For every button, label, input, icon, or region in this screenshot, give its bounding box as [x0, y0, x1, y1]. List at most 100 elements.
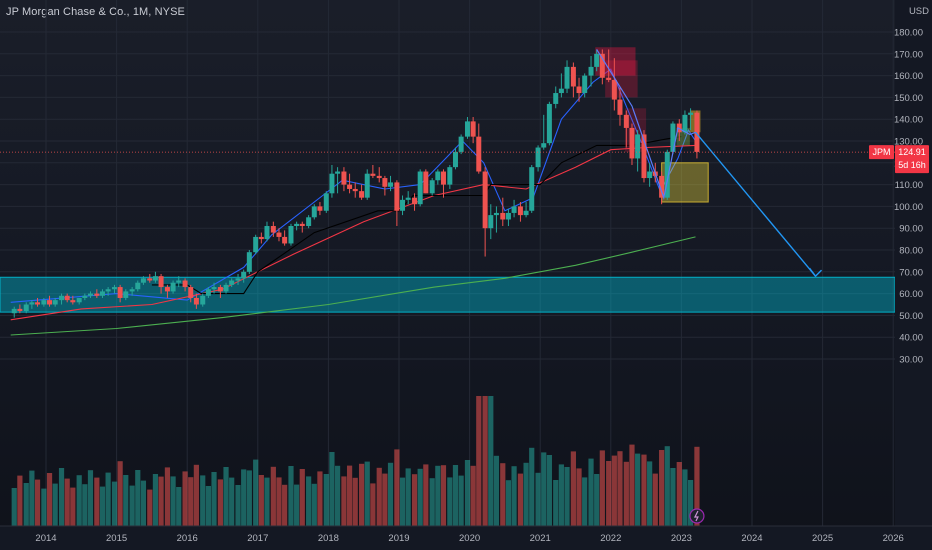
candle-body[interactable] [505, 212, 511, 220]
candle-body[interactable] [306, 217, 312, 227]
candle-body[interactable] [582, 75, 588, 94]
candle-body[interactable] [229, 280, 235, 285]
candle-body[interactable] [447, 167, 453, 185]
candle-body[interactable] [147, 278, 153, 281]
candle-body[interactable] [87, 293, 93, 296]
candle-body[interactable] [376, 175, 382, 179]
candle-body[interactable] [264, 226, 270, 240]
candle-body[interactable] [594, 53, 600, 67]
candle-body[interactable] [529, 167, 535, 211]
candle-body[interactable] [688, 112, 694, 115]
candle-body[interactable] [664, 151, 670, 198]
candle-body[interactable] [606, 77, 612, 80]
candle-body[interactable] [82, 295, 88, 298]
candle-body[interactable] [211, 287, 217, 290]
candle-body[interactable] [311, 206, 317, 218]
candle-body[interactable] [200, 295, 206, 305]
candle-body[interactable] [682, 114, 688, 133]
candle-body[interactable] [241, 271, 247, 279]
candle-body[interactable] [193, 297, 199, 305]
candle-body[interactable] [576, 86, 582, 94]
candle-body[interactable] [470, 121, 476, 137]
candle-body[interactable] [452, 151, 458, 168]
candle-body[interactable] [458, 136, 464, 152]
candle-body[interactable] [405, 197, 411, 200]
candle-body[interactable] [611, 79, 617, 100]
candle-body[interactable] [352, 188, 358, 192]
candle-body[interactable] [493, 212, 499, 216]
candle-body[interactable] [464, 121, 470, 137]
candle-body[interactable] [635, 134, 641, 159]
candle-body[interactable] [400, 199, 406, 211]
candle-body[interactable] [440, 171, 446, 185]
candle-body[interactable] [35, 302, 41, 305]
candle-body[interactable] [288, 226, 294, 244]
candle-body[interactable] [323, 193, 329, 211]
candle-body[interactable] [629, 127, 635, 159]
candle-body[interactable] [570, 66, 576, 87]
candle-body[interactable] [135, 282, 141, 290]
candle-body[interactable] [99, 291, 105, 296]
candle-body[interactable] [423, 171, 429, 194]
lightning-icon[interactable] [689, 508, 705, 524]
candle-body[interactable] [670, 123, 676, 152]
candle-body[interactable] [347, 184, 353, 189]
candle-body[interactable] [176, 280, 182, 283]
candle-body[interactable] [17, 308, 23, 312]
candle-body[interactable] [217, 287, 223, 292]
candle-body[interactable] [364, 173, 370, 198]
candle-body[interactable] [335, 171, 341, 174]
candle-body[interactable] [94, 293, 100, 296]
candle-body[interactable] [476, 136, 482, 172]
candle-body[interactable] [23, 304, 29, 312]
candle-body[interactable] [182, 280, 188, 288]
candle-body[interactable] [488, 215, 494, 229]
candle-body[interactable] [111, 287, 117, 290]
candle-body[interactable] [294, 223, 300, 227]
projection-arrow-line[interactable] [694, 131, 817, 277]
candle-body[interactable] [659, 175, 665, 198]
candle-body[interactable] [59, 295, 65, 301]
candle-body[interactable] [558, 88, 564, 94]
candle-body[interactable] [382, 178, 388, 187]
candle-body[interactable] [617, 99, 623, 115]
candle-body[interactable] [482, 171, 488, 229]
pattern-line[interactable] [596, 49, 696, 200]
candle-body[interactable] [258, 236, 264, 240]
candle-body[interactable] [170, 282, 176, 292]
candle-body[interactable] [359, 191, 365, 198]
candle-body[interactable] [41, 300, 47, 305]
candle-body[interactable] [564, 66, 570, 89]
candle-body[interactable] [129, 289, 135, 292]
candle-body[interactable] [299, 223, 305, 227]
candle-body[interactable] [276, 232, 282, 237]
candle-body[interactable] [282, 236, 288, 244]
candle-body[interactable] [412, 197, 418, 205]
candle-body[interactable] [253, 236, 259, 253]
candle-body[interactable] [117, 287, 123, 298]
candle-body[interactable] [223, 284, 229, 292]
candle-body[interactable] [546, 103, 552, 144]
candle-body[interactable] [105, 289, 111, 292]
candle-body[interactable] [417, 171, 423, 205]
candle-body[interactable] [429, 180, 435, 194]
candle-body[interactable] [235, 278, 241, 281]
candle-body[interactable] [517, 206, 523, 216]
candle-body[interactable] [11, 308, 17, 314]
candle-body[interactable] [511, 206, 517, 213]
candle-body[interactable] [341, 171, 347, 185]
candle-body[interactable] [535, 147, 541, 168]
candle-body[interactable] [694, 112, 700, 152]
candle-body[interactable] [158, 276, 164, 288]
candle-body[interactable] [500, 212, 506, 220]
candle-body[interactable] [47, 300, 53, 305]
candle-body[interactable] [370, 173, 376, 176]
candle-body[interactable] [676, 123, 682, 133]
candle-body[interactable] [388, 182, 394, 187]
candle-body[interactable] [623, 114, 629, 128]
candle-body[interactable] [246, 252, 252, 272]
candle-body[interactable] [140, 278, 146, 283]
candle-body[interactable] [64, 295, 70, 301]
candle-body[interactable] [553, 93, 559, 104]
candle-body[interactable] [541, 143, 547, 148]
